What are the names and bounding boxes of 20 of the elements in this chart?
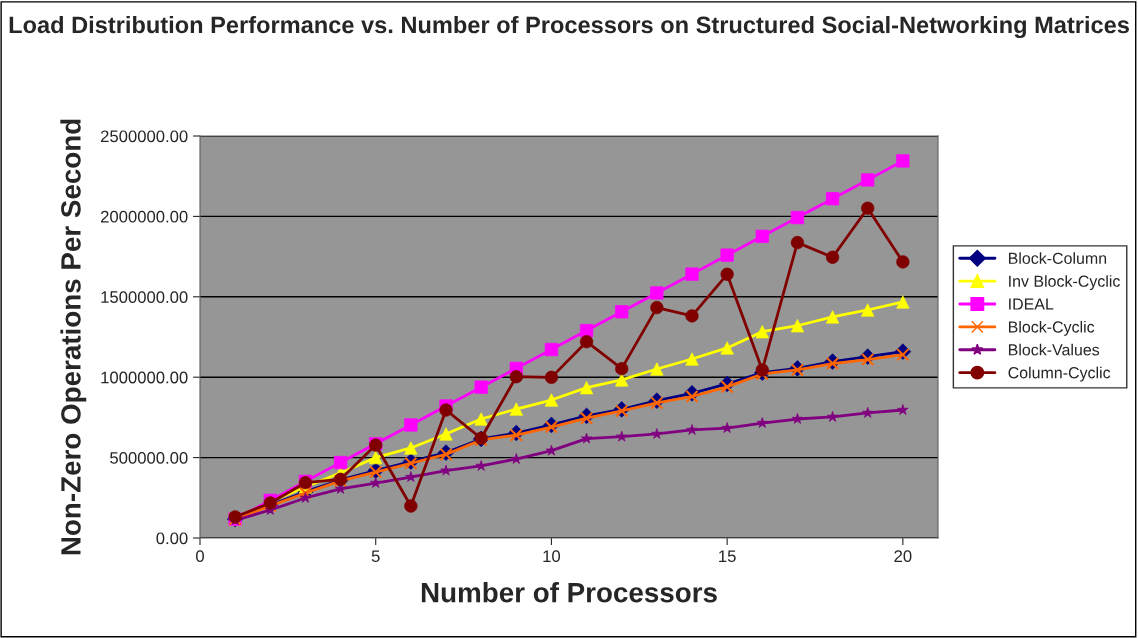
y-tick-label: 2000000.00 — [100, 210, 188, 223]
y-tick-label: 2500000.00 — [100, 130, 188, 143]
legend-label: Block-Values — [1008, 343, 1100, 356]
y-tick-label: 500000.00 — [110, 452, 188, 464]
y-axis-title: Non-Zero Operations Per Second — [60, 119, 87, 555]
x-tick-label: 20 — [894, 550, 912, 563]
x-tick-label: 15 — [719, 550, 736, 563]
x-tick-label: 0 — [196, 550, 204, 563]
y-tick-label: 1500000.00 — [101, 291, 188, 303]
y-tick-label: 0.00 — [156, 532, 188, 545]
x-axis-title: Number of Processors — [421, 582, 717, 603]
legend-label: Block-Cyclic — [1008, 320, 1095, 336]
chart-title: Load Distribution Performance vs. Number of Processors on Structured Social-Networking Matrices — [9, 15, 1129, 39]
x-tick-label: 5 — [371, 550, 380, 563]
legend-label: IDEAL — [1009, 298, 1054, 310]
legend-label: Inv Block-Cyclic — [1009, 275, 1120, 291]
x-tick-label: 10 — [543, 550, 561, 563]
y-tick-label: 1000000.00 — [101, 371, 188, 384]
legend-label: Column-Cyclic — [1008, 366, 1111, 382]
legend-label: Block-Column — [1008, 252, 1107, 264]
